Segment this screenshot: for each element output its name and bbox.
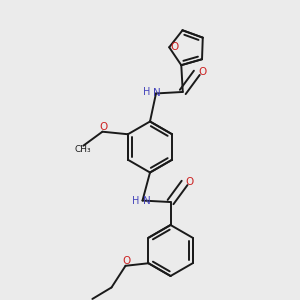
Text: CH₃: CH₃ [74,146,91,154]
Text: O: O [198,67,206,77]
Text: O: O [99,122,107,132]
Text: N: N [142,196,150,206]
Text: O: O [186,177,194,187]
Text: H: H [132,196,140,206]
Text: O: O [170,42,179,52]
Text: O: O [122,256,130,266]
Text: H: H [143,87,150,97]
Text: N: N [153,88,161,98]
